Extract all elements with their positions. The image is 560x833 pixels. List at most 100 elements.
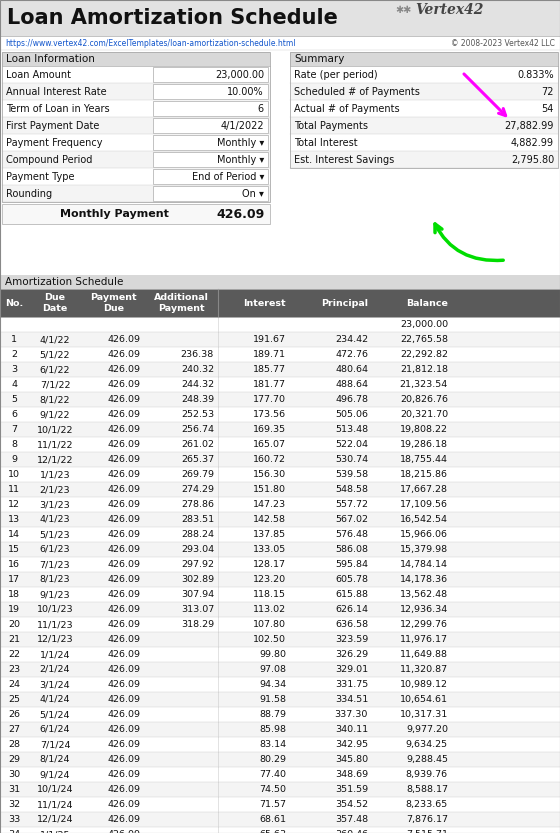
Text: 1/1/25: 1/1/25: [40, 830, 70, 833]
Text: 18: 18: [8, 590, 20, 599]
Text: 19: 19: [8, 605, 20, 614]
Text: 11/1/24: 11/1/24: [37, 800, 73, 809]
Text: Rate (per period): Rate (per period): [294, 69, 377, 79]
Text: 2/1/24: 2/1/24: [40, 665, 70, 674]
Text: 169.35: 169.35: [253, 425, 286, 434]
Text: Loan Amount: Loan Amount: [6, 69, 71, 79]
Text: 426.09: 426.09: [108, 335, 141, 344]
Bar: [0, 289, 560, 833]
Text: 2: 2: [11, 350, 17, 359]
Text: 21,812.18: 21,812.18: [400, 365, 448, 374]
Text: Loan Amortization Schedule: Loan Amortization Schedule: [7, 8, 338, 28]
Text: 8,233.65: 8,233.65: [406, 800, 448, 809]
Text: 11: 11: [8, 485, 20, 494]
Text: 615.88: 615.88: [335, 590, 368, 599]
Text: 128.17: 128.17: [253, 560, 286, 569]
Text: 23: 23: [8, 665, 20, 674]
Text: 426.09: 426.09: [108, 395, 141, 404]
Bar: [0, 572, 560, 587]
Text: 426.09: 426.09: [108, 455, 141, 464]
Text: 8/1/22: 8/1/22: [40, 395, 70, 404]
Text: 6/1/23: 6/1/23: [40, 545, 71, 554]
Text: 74.50: 74.50: [259, 785, 286, 794]
Bar: [0, 36, 560, 50]
Text: 4: 4: [11, 380, 17, 389]
Text: 137.85: 137.85: [253, 530, 286, 539]
Text: Actual # of Payments: Actual # of Payments: [294, 103, 400, 113]
Bar: [0, 632, 560, 647]
Text: 12/1/24: 12/1/24: [37, 815, 73, 824]
Bar: [0, 812, 560, 827]
Text: 3/1/23: 3/1/23: [40, 500, 71, 509]
Text: 10,989.12: 10,989.12: [400, 680, 448, 689]
Text: 11/1/23: 11/1/23: [37, 620, 73, 629]
Bar: [0, 707, 560, 722]
Text: 11,976.17: 11,976.17: [400, 635, 448, 644]
Text: 6/1/24: 6/1/24: [40, 725, 70, 734]
Bar: [153, 67, 268, 82]
Text: Total Interest: Total Interest: [294, 137, 358, 147]
Bar: [2, 168, 270, 185]
Text: 10.00%: 10.00%: [227, 87, 264, 97]
Text: 10/1/23: 10/1/23: [37, 605, 73, 614]
Bar: [0, 482, 560, 497]
Bar: [0, 332, 560, 347]
Text: 15: 15: [8, 545, 20, 554]
Text: 426.09: 426.09: [108, 470, 141, 479]
Text: 426.09: 426.09: [108, 710, 141, 719]
Text: 7/1/24: 7/1/24: [40, 740, 70, 749]
Text: 11/1/22: 11/1/22: [37, 440, 73, 449]
Text: 605.78: 605.78: [335, 575, 368, 584]
Text: 2,795.80: 2,795.80: [511, 154, 554, 164]
Text: 488.64: 488.64: [335, 380, 368, 389]
Text: 4/1/2022: 4/1/2022: [221, 121, 264, 131]
Text: 426.09: 426.09: [108, 785, 141, 794]
Bar: [0, 737, 560, 752]
Text: 15,966.06: 15,966.06: [400, 530, 448, 539]
Text: 20,826.76: 20,826.76: [400, 395, 448, 404]
Text: 12,299.76: 12,299.76: [400, 620, 448, 629]
Bar: [0, 289, 560, 317]
Text: 548.58: 548.58: [335, 485, 368, 494]
Bar: [2, 151, 270, 168]
Text: 99.80: 99.80: [259, 650, 286, 659]
Text: 14: 14: [8, 530, 20, 539]
Text: 9/1/22: 9/1/22: [40, 410, 70, 419]
Text: 426.09: 426.09: [108, 515, 141, 524]
Text: 10/1/22: 10/1/22: [37, 425, 73, 434]
Text: 22,292.82: 22,292.82: [400, 350, 448, 359]
Text: 426.09: 426.09: [108, 635, 141, 644]
Text: 9,288.45: 9,288.45: [406, 755, 448, 764]
Text: 6: 6: [11, 410, 17, 419]
Text: 9,634.25: 9,634.25: [406, 740, 448, 749]
Text: 426.09: 426.09: [108, 440, 141, 449]
Bar: [0, 692, 560, 707]
Text: 496.78: 496.78: [335, 395, 368, 404]
Text: 234.42: 234.42: [335, 335, 368, 344]
Bar: [0, 275, 560, 289]
Text: 94.34: 94.34: [259, 680, 286, 689]
Text: 351.59: 351.59: [335, 785, 368, 794]
Text: 357.48: 357.48: [335, 815, 368, 824]
Bar: [2, 52, 270, 66]
Text: 97.08: 97.08: [259, 665, 286, 674]
Text: 29: 29: [8, 755, 20, 764]
Bar: [290, 52, 558, 168]
Text: 426.09: 426.09: [108, 560, 141, 569]
Bar: [2, 117, 270, 134]
Text: 80.29: 80.29: [259, 755, 286, 764]
Text: 236.38: 236.38: [181, 350, 214, 359]
Bar: [290, 117, 558, 134]
Text: 326.29: 326.29: [335, 650, 368, 659]
Text: Interest: Interest: [244, 298, 286, 307]
Text: 17,109.56: 17,109.56: [400, 500, 448, 509]
Text: 17,667.28: 17,667.28: [400, 485, 448, 494]
Text: End of Period ▾: End of Period ▾: [192, 172, 264, 182]
Text: ✱✱: ✱✱: [395, 5, 411, 15]
Bar: [0, 0, 560, 36]
Text: 256.74: 256.74: [181, 425, 214, 434]
Text: Summary: Summary: [294, 54, 344, 64]
Bar: [0, 722, 560, 737]
Bar: [0, 557, 560, 572]
Text: 297.92: 297.92: [181, 560, 214, 569]
